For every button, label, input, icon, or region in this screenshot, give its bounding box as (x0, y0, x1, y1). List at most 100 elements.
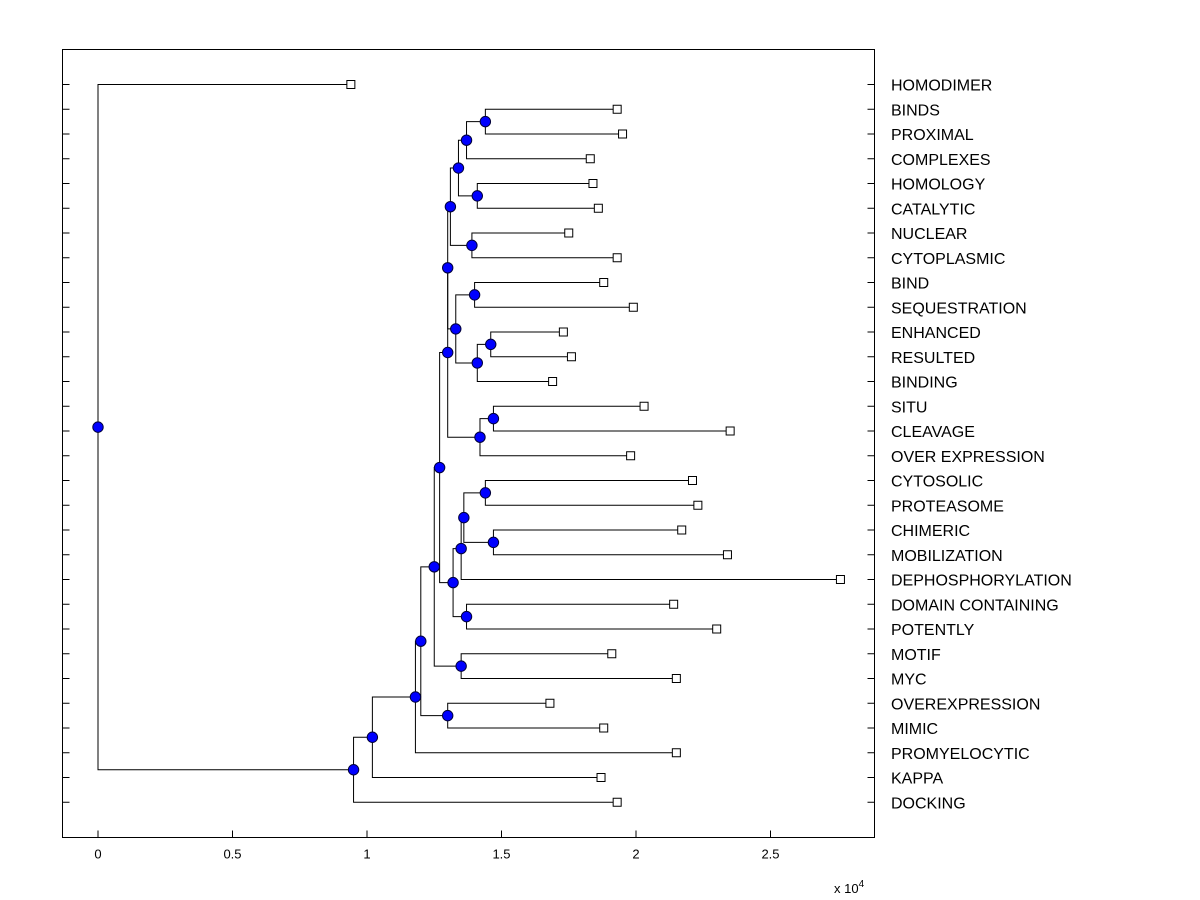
node-marker (471, 357, 483, 369)
leaf-marker (712, 624, 722, 634)
branch-n7 (474, 282, 634, 308)
leaf-marker (346, 80, 356, 89)
branch-n15 (484, 480, 698, 506)
axis-ticks: 0 0.5 1 1.5 2 2.5 (62, 84, 875, 862)
leaf-label: MYC (891, 672, 927, 689)
leaf-marker (585, 154, 595, 164)
leaf-marker (599, 278, 609, 287)
node-marker (474, 431, 486, 443)
branch-n16 (492, 529, 728, 556)
leaf-marker (725, 426, 735, 436)
leaf-marker (671, 674, 681, 683)
branch-n29 (97, 84, 354, 771)
branch-n22 (460, 653, 677, 679)
node-marker (458, 511, 470, 524)
branch-n3 (476, 183, 599, 209)
leaf-marker (545, 698, 555, 708)
node-marker (409, 691, 422, 703)
node-marker (428, 561, 440, 573)
leaf-marker (677, 525, 687, 535)
leaf-label: BINDS (891, 102, 940, 119)
leaf-label: POTENTLY (891, 622, 975, 639)
node-marker (487, 412, 500, 425)
plot-area-frame (62, 49, 875, 838)
leaf-label: OVEREXPRESSION (891, 696, 1040, 713)
node-marker (415, 635, 427, 647)
node-marker (366, 731, 379, 743)
leaf-marker (596, 773, 606, 782)
x-tick-label: 2 (632, 847, 639, 862)
branch-n12 (492, 405, 731, 432)
leaf-label: PROTEASOME (891, 498, 1004, 515)
leaf-marker (669, 599, 679, 609)
leaf-marker (599, 723, 609, 733)
leaf-marker (693, 500, 703, 510)
leaf-marker (607, 649, 617, 659)
node-marker (442, 346, 454, 359)
leaf-label: CYTOPLASMIC (891, 251, 1005, 268)
branch-n1 (484, 108, 623, 135)
leaf-marker (612, 104, 622, 114)
leaf-marker (639, 401, 649, 411)
x-tick-label: 1.5 (492, 847, 510, 862)
leaf-label: CHIMERIC (891, 523, 970, 540)
branch-n27 (371, 696, 602, 778)
x-tick-label: 1 (363, 847, 370, 862)
leaf-label: BIND (891, 276, 929, 293)
branch-n14 (447, 267, 480, 438)
branch-n9 (476, 343, 553, 382)
leaf-label: KAPPA (891, 771, 944, 788)
node-marker (442, 262, 454, 274)
leaf-labels: HOMODIMER BINDS PROXIMAL COMPLEXES HOMOLOGY C… (891, 78, 1072, 813)
branch-n13 (479, 418, 631, 457)
leaf-marker (612, 253, 622, 263)
node-marker (455, 542, 467, 555)
branch-n18 (460, 517, 841, 580)
leaf-marker (593, 203, 603, 213)
leaf-label: HOMODIMER (891, 78, 992, 95)
leaf-marker (558, 327, 568, 337)
node-marker (487, 536, 500, 549)
branch-n24 (447, 702, 604, 729)
leaf-label: SEQUESTRATION (891, 300, 1027, 317)
leaf-label: DOMAIN CONTAINING (891, 597, 1059, 614)
leaf-marker (671, 748, 681, 758)
leaf-marker (835, 575, 845, 584)
leaf-label: DOCKING (891, 795, 966, 812)
x-scale-note: x 104 (834, 879, 865, 896)
node-marker (450, 323, 462, 335)
leaf-marker (548, 377, 558, 386)
branch-n19 (466, 603, 717, 630)
leaf-label: PROMYELOCYTIC (891, 746, 1030, 763)
node-marker (479, 487, 492, 499)
node-marker (452, 162, 465, 174)
node-marker (471, 190, 483, 202)
leaf-marker (618, 129, 628, 139)
leaf-label: ENHANCED (891, 325, 981, 342)
leaf-label: MIMIC (891, 721, 938, 738)
leaf-marker (722, 550, 732, 560)
leaf-label: SITU (891, 399, 927, 416)
leaf-marker (626, 451, 636, 461)
leaf-label: MOBILIZATION (891, 548, 1003, 565)
leaf-label: CATALYTIC (891, 201, 975, 218)
leaf-label: DEPHOSPHORYLATION (891, 573, 1072, 590)
leaf-label: CLEAVAGE (891, 424, 975, 441)
leaf-marker (612, 797, 622, 807)
node-marker (444, 201, 457, 213)
node-marker (460, 610, 473, 623)
node-marker (92, 421, 104, 433)
node-marker (455, 660, 467, 672)
dendrogram-markers (92, 80, 845, 807)
branch-n28 (353, 736, 618, 803)
x-tick-label: 0.5 (223, 847, 241, 862)
leaf-marker (566, 352, 576, 362)
branch-n5 (471, 232, 618, 259)
node-marker (466, 239, 478, 252)
leaf-marker (687, 476, 697, 485)
node-marker (468, 289, 481, 301)
node-marker (442, 709, 454, 722)
node-marker (460, 134, 473, 146)
leaf-label: BINDING (891, 375, 958, 392)
